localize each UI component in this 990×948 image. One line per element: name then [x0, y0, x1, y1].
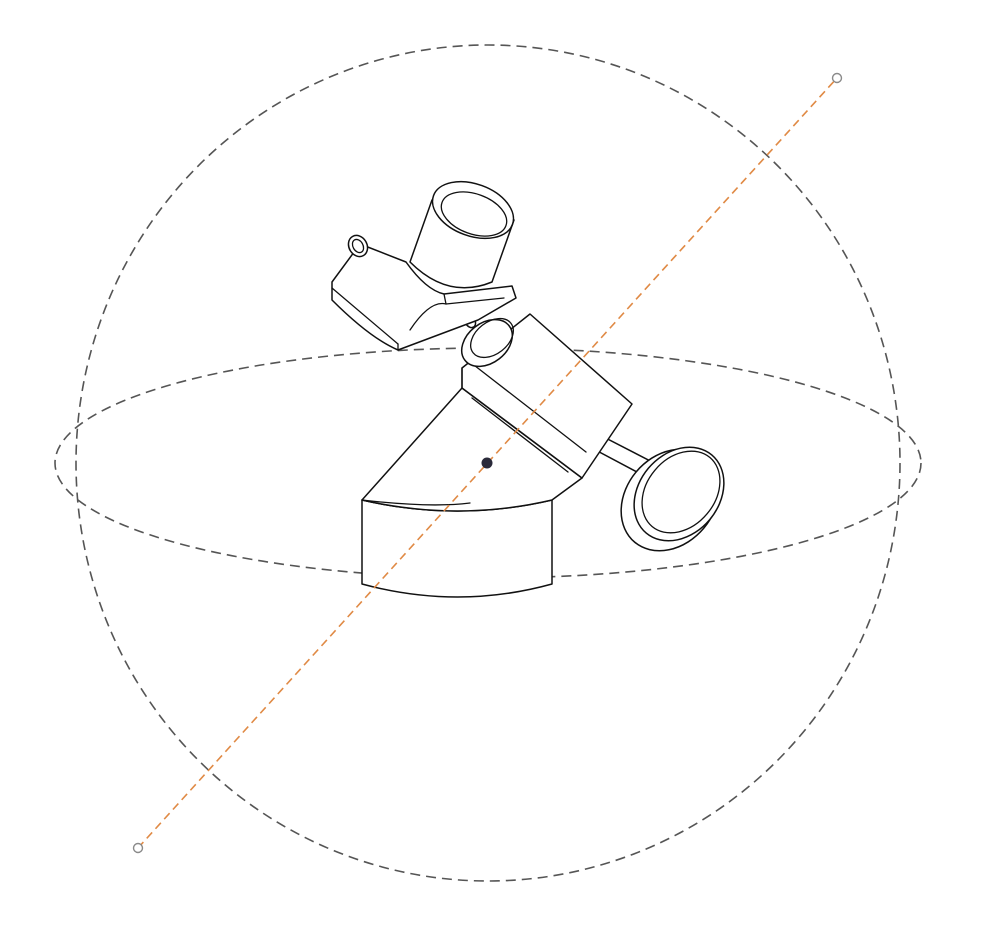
angled-arm: [361, 387, 583, 512]
eyepiece-bracket: [331, 234, 517, 351]
base-column: [361, 499, 553, 598]
telescope-mount[interactable]: [331, 171, 742, 598]
rotation-axis[interactable]: [137, 77, 838, 849]
axis-handle-bottom[interactable]: [132, 842, 144, 854]
counterweight: [620, 446, 725, 552]
mount-head: [460, 313, 633, 479]
rotation-sphere[interactable]: [75, 44, 901, 882]
axis-handle-top[interactable]: [831, 72, 843, 84]
eyepiece-tube: [409, 180, 515, 289]
pivot-point[interactable]: [481, 457, 493, 469]
